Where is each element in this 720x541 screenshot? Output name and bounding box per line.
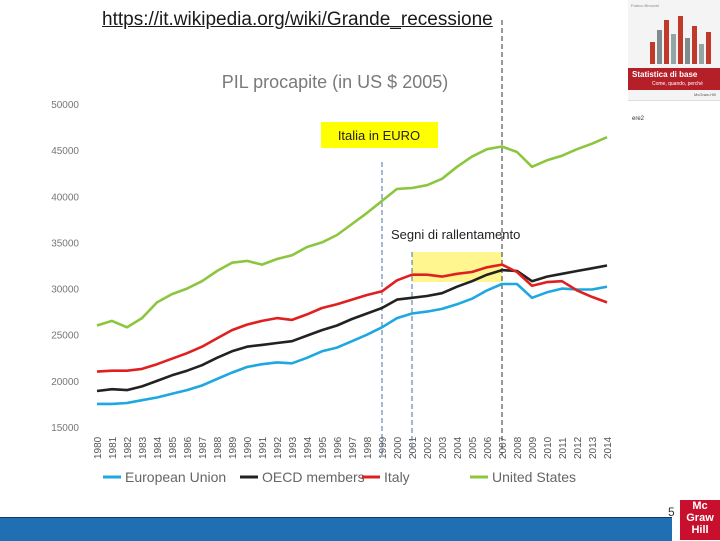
y-tick-label: 25000 <box>51 331 79 342</box>
x-tick-label: 2007 <box>498 436 509 459</box>
x-tick-label: 2006 <box>483 436 494 459</box>
series-line-european-union <box>97 282 608 406</box>
x-tick-label: 1987 <box>198 436 209 459</box>
mcgraw-hill-logo: Mc Graw Hill <box>680 500 720 540</box>
x-tick-label: 1990 <box>243 436 254 459</box>
x-tick-label: 1991 <box>258 436 269 459</box>
x-tick-label: 2000 <box>393 436 404 459</box>
legend-label: United States <box>492 469 576 485</box>
x-tick-label: 1985 <box>168 436 179 459</box>
book-tag: ere2 <box>632 116 645 122</box>
logo-line-graw: Graw <box>686 512 714 524</box>
x-tick-label: 1994 <box>303 436 314 459</box>
y-tick-label: 50000 <box>51 100 79 111</box>
source-url-link[interactable]: https://it.wikipedia.org/wiki/Grande_rec… <box>102 9 493 30</box>
x-tick-label: 1980 <box>93 436 104 459</box>
x-tick-label: 1992 <box>273 436 284 459</box>
legend-label: OECD members <box>262 469 365 485</box>
y-tick-label: 45000 <box>51 146 79 157</box>
y-tick-label: 35000 <box>51 238 79 249</box>
x-tick-label: 1995 <box>318 436 329 459</box>
x-tick-label: 2002 <box>423 436 434 459</box>
book-author: Franco Bhoovel <box>631 3 660 8</box>
book-title: Statistica di base <box>632 70 698 79</box>
y-tick-label: 40000 <box>51 192 79 203</box>
x-tick-label: 1996 <box>333 436 344 459</box>
book-cover: Franco Bhoovel Statistica di base Come, … <box>628 0 720 101</box>
book-subtitle: Come, quando, perché <box>652 81 703 87</box>
y-tick-label: 20000 <box>51 377 79 388</box>
x-tick-label: 1981 <box>108 436 119 459</box>
x-tick-label: 1982 <box>123 436 134 459</box>
euro-annotation-label: Italia in EURO <box>338 128 420 143</box>
x-tick-label: 2011 <box>558 437 569 459</box>
x-tick-label: 2004 <box>453 436 464 459</box>
book-publisher: McGraw-Hill <box>694 92 716 97</box>
chart-title: PIL procapite (in US $ 2005) <box>222 72 448 92</box>
x-tick-label: 2001 <box>408 436 419 459</box>
x-tick-label: 1986 <box>183 436 194 459</box>
y-tick-label: 30000 <box>51 285 79 296</box>
logo-line-mc: Mc <box>692 500 708 512</box>
legend-label: Italy <box>384 469 410 485</box>
x-tick-label: 1999 <box>378 436 389 459</box>
x-tick-label: 2008 <box>513 436 524 459</box>
y-tick-label: 15000 <box>51 423 79 434</box>
logo-line-hill: Hill <box>691 524 709 536</box>
x-tick-label: 2005 <box>468 436 479 459</box>
x-tick-label: 1984 <box>153 436 164 459</box>
x-tick-label: 2012 <box>573 436 584 459</box>
series-line-united-states <box>96 136 608 329</box>
x-tick-label: 1997 <box>348 436 359 459</box>
x-tick-label: 1989 <box>228 436 239 459</box>
x-tick-label: 1998 <box>363 436 374 459</box>
x-tick-label: 1988 <box>213 436 224 459</box>
x-tick-label: 1983 <box>138 436 149 459</box>
x-tick-label: 2014 <box>603 436 614 459</box>
x-tick-label: 2009 <box>528 436 539 459</box>
book-cover-graphic <box>650 14 712 64</box>
series-line-italy <box>96 263 608 373</box>
x-tick-label: 1993 <box>288 436 299 459</box>
x-tick-label: 2010 <box>543 436 554 459</box>
slowdown-annotation-label: Segni di rallentamento <box>391 227 520 242</box>
page-number: 5 <box>668 505 675 519</box>
x-tick-label: 2013 <box>588 436 599 459</box>
book-title-band: Statistica di base Come, quando, perché <box>628 68 720 90</box>
legend-label: European Union <box>125 469 226 485</box>
euro-annotation-box <box>321 122 438 148</box>
series-line-oecd-members <box>96 264 608 393</box>
x-tick-label: 2003 <box>438 436 449 459</box>
footer-bar <box>0 517 672 541</box>
